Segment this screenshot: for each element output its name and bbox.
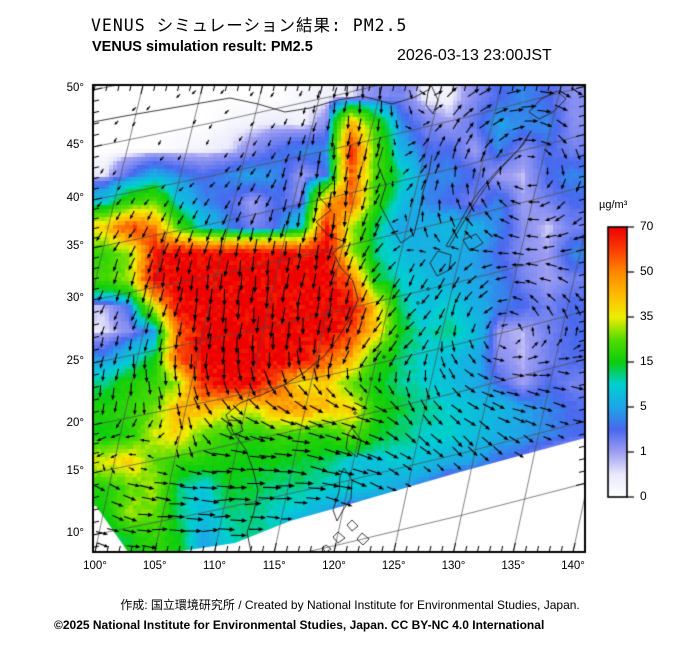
lon-tick-label: 140°: [561, 560, 585, 572]
lon-tick-label: 135°: [501, 560, 526, 572]
lon-tick-label: 105°: [142, 560, 167, 572]
colorbar-tick-label: 0: [640, 489, 647, 503]
lat-tick-label: 45°: [66, 139, 84, 151]
lat-tick-label: 40°: [66, 192, 84, 204]
colorbar-tick-label: 50: [640, 264, 654, 278]
credit-line: 作成: 国立環境研究所 / Created by National Instit…: [120, 598, 580, 612]
page-title-english: VENUS simulation result: PM2.5: [92, 39, 313, 55]
colorbar-tick-label: 5: [640, 399, 647, 413]
license-line: ©2025 National Institute for Environment…: [54, 618, 545, 632]
page-title-japanese: VENUS シミュレーション結果: PM2.5: [91, 16, 408, 35]
lon-tick-label: 130°: [441, 560, 466, 572]
lon-tick-label: 120°: [322, 560, 346, 572]
lon-tick-label: 110°: [203, 560, 226, 572]
colorbar-tick-label: 70: [640, 219, 654, 233]
colorbar-tick-label: 15: [640, 354, 654, 368]
valid-time-label: 2026-03-13 23:00JST: [397, 47, 552, 64]
lon-tick-label: 125°: [381, 560, 406, 572]
lat-tick-label: 25°: [66, 355, 84, 367]
lat-tick-label: 15°: [66, 465, 84, 477]
lat-tick-label: 20°: [66, 417, 84, 429]
lon-tick-label: 115°: [262, 560, 286, 572]
colorbar-tick-label: 35: [640, 309, 654, 323]
lat-tick-label: 30°: [66, 292, 84, 304]
colorbar-tick-label: 1: [640, 444, 647, 458]
lat-tick-label: 10°: [66, 527, 84, 539]
lat-tick-label: 50°: [66, 82, 84, 94]
lon-tick-label: 100°: [83, 560, 107, 572]
lat-tick-label: 35°: [66, 240, 84, 252]
colorbar-unit-label: µg/m³: [599, 199, 628, 211]
